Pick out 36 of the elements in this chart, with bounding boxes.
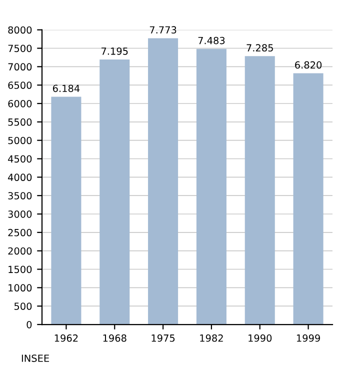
data-label: 6.820 [295,61,322,69]
x-tick-label: 1962 [54,334,78,342]
text: INSEE [22,354,49,362]
y-tick-label: 2000 [8,247,32,255]
x-tick-label: 1990 [248,334,272,342]
y-tick-label: 6000 [8,100,32,108]
y-tick-label: 5500 [8,118,32,126]
data-label: 7.483 [198,36,225,44]
y-tick-label: 0 [26,320,32,328]
bar [293,73,324,325]
y-tick-label: 7000 [8,63,32,71]
bar [100,59,130,325]
y-tick-label: 7500 [8,44,32,52]
x-tick-label: 1999 [296,334,320,342]
y-tick-label: 1000 [8,284,32,292]
data-label: 7.195 [102,47,128,55]
x-tick-label: 1968 [103,334,126,342]
y-tick-label: 3000 [8,210,32,218]
y-tick-label: 3500 [8,192,32,200]
data-label: 7.285 [246,44,273,52]
y-tick-label: 5000 [8,136,32,144]
y-tick-label: 8000 [8,26,32,34]
y-tick-label: 500 [14,302,32,310]
bar [244,56,275,325]
x-tick-label: 1982 [200,334,223,342]
bar [196,48,226,325]
data-label: 7.773 [150,26,176,34]
x-tick-label: 1975 [152,334,175,342]
y-tick-label: 4000 [8,174,32,182]
y-tick-label: 6500 [8,82,32,89]
y-tick-label: 1500 [8,266,32,274]
bar [148,38,178,325]
bar [51,96,82,325]
data-label: 6.184 [52,84,80,92]
y-tick-label: 2500 [8,228,32,236]
y-tick-label: 4500 [8,155,32,163]
